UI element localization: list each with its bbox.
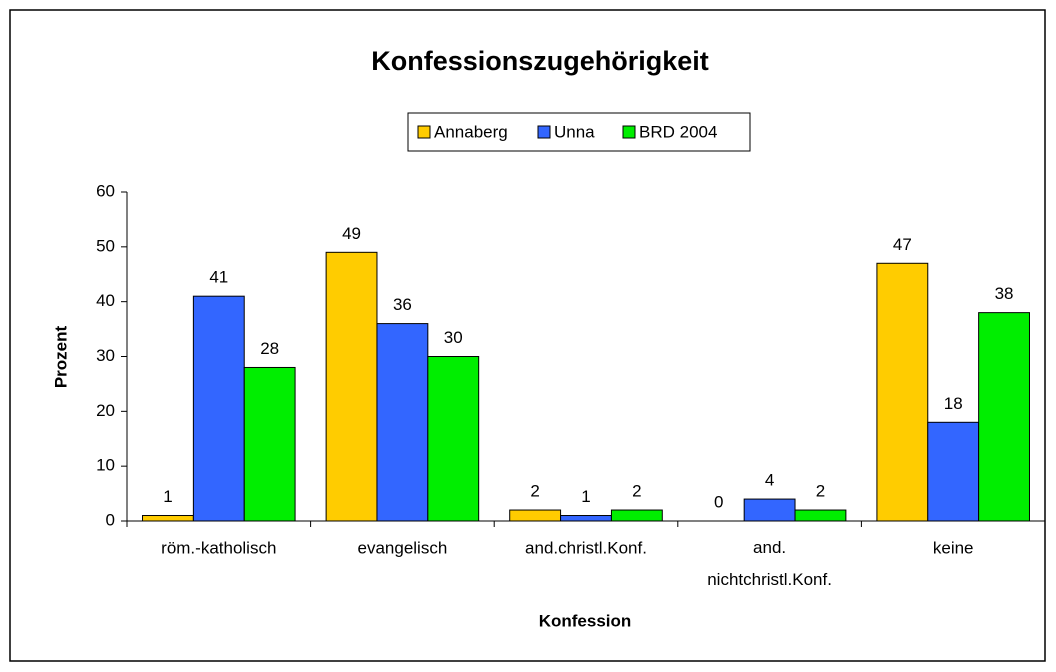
legend-box xyxy=(407,112,751,152)
x-tick-label: and. nichtchristl.Konf. xyxy=(707,538,832,589)
bar xyxy=(142,515,194,522)
bar xyxy=(927,421,980,522)
bar xyxy=(560,515,612,522)
value-label: 2 xyxy=(632,482,641,501)
y-tick-label: 60 xyxy=(96,181,115,200)
value-label: 28 xyxy=(260,339,279,358)
bar xyxy=(978,312,1030,522)
y-tick-label: 30 xyxy=(96,346,115,365)
legend-swatch xyxy=(537,125,551,139)
bar xyxy=(610,509,663,522)
bar xyxy=(427,356,480,522)
value-label: 47 xyxy=(893,235,912,254)
x-tick-label: röm.-katholisch xyxy=(161,538,276,557)
legend-swatch xyxy=(622,125,636,139)
value-label: 2 xyxy=(530,482,539,501)
value-label: 41 xyxy=(209,268,228,287)
y-axis-title: Prozent xyxy=(51,325,70,388)
y-tick-label: 10 xyxy=(96,456,115,475)
value-label: 49 xyxy=(342,224,361,243)
value-label: 38 xyxy=(995,284,1014,303)
x-axis-title: Konfession xyxy=(539,611,632,630)
bar xyxy=(243,366,296,522)
legend-label: Unna xyxy=(554,122,595,141)
chart-title: Konfessionszugehörigkeit xyxy=(371,46,709,76)
value-label: 4 xyxy=(765,471,774,490)
bar xyxy=(192,295,245,522)
bar xyxy=(743,498,796,522)
y-tick-label: 0 xyxy=(106,510,115,529)
value-label: 36 xyxy=(393,295,412,314)
value-label: 30 xyxy=(444,328,463,347)
legend-label: BRD 2004 xyxy=(639,122,717,141)
value-label: 1 xyxy=(581,487,590,506)
legend-label: Annaberg xyxy=(434,122,508,141)
x-tick-label: keine xyxy=(933,538,974,557)
legend-swatch xyxy=(417,125,431,139)
x-tick-label: evangelisch xyxy=(358,538,448,557)
y-tick-label: 50 xyxy=(96,236,115,255)
bar xyxy=(509,509,562,522)
x-tick-label: and.christl.Konf. xyxy=(525,538,647,557)
value-label: 18 xyxy=(944,394,963,413)
bar xyxy=(376,323,429,522)
value-label: 1 xyxy=(163,487,172,506)
bar xyxy=(325,251,378,522)
value-label: 0 xyxy=(714,492,723,511)
bar xyxy=(794,509,847,522)
y-tick-label: 20 xyxy=(96,401,115,420)
y-tick-label: 40 xyxy=(96,291,115,310)
bar xyxy=(876,262,929,522)
value-label: 2 xyxy=(816,482,825,501)
